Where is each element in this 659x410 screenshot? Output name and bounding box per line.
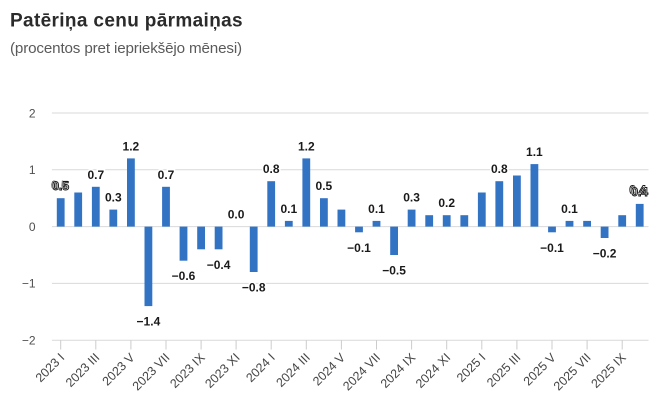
svg-text:−0.1: −0.1 bbox=[347, 241, 371, 255]
svg-text:0.0: 0.0 bbox=[228, 208, 245, 222]
svg-text:0.4: 0.4 bbox=[631, 185, 648, 199]
svg-text:1.2: 1.2 bbox=[298, 139, 315, 153]
svg-text:0.8: 0.8 bbox=[263, 162, 280, 176]
svg-text:0.5: 0.5 bbox=[51, 178, 68, 192]
svg-text:0.5: 0.5 bbox=[52, 179, 69, 193]
svg-text:−2: −2 bbox=[22, 334, 36, 348]
svg-text:0.3: 0.3 bbox=[403, 191, 420, 205]
svg-text:0.5: 0.5 bbox=[52, 179, 69, 193]
svg-text:0.7: 0.7 bbox=[87, 168, 104, 182]
svg-text:−0.4: −0.4 bbox=[207, 258, 231, 272]
svg-text:0.7: 0.7 bbox=[158, 168, 175, 182]
svg-text:−1.4: −1.4 bbox=[137, 315, 161, 329]
svg-text:1: 1 bbox=[29, 163, 36, 177]
svg-text:−1: −1 bbox=[22, 277, 36, 291]
svg-text:0.5: 0.5 bbox=[316, 179, 333, 193]
svg-text:0.1: 0.1 bbox=[368, 202, 385, 216]
svg-text:−0.5: −0.5 bbox=[382, 264, 406, 278]
svg-text:0.1: 0.1 bbox=[280, 202, 297, 216]
svg-text:0.8: 0.8 bbox=[491, 162, 508, 176]
svg-text:1.2: 1.2 bbox=[123, 139, 140, 153]
svg-text:−0.6: −0.6 bbox=[172, 269, 196, 283]
svg-text:(procentos pret iepriekšējo mē: (procentos pret iepriekšējo mēnesi) bbox=[10, 40, 242, 57]
svg-text:−0.1: −0.1 bbox=[540, 241, 564, 255]
svg-text:0.2: 0.2 bbox=[438, 196, 455, 210]
svg-text:−0.8: −0.8 bbox=[242, 281, 266, 295]
svg-text:0.1: 0.1 bbox=[561, 202, 578, 216]
svg-text:0.3: 0.3 bbox=[105, 191, 122, 205]
svg-text:2: 2 bbox=[29, 106, 36, 120]
svg-text:1.1: 1.1 bbox=[526, 145, 543, 159]
svg-text:−0.2: −0.2 bbox=[593, 247, 617, 261]
svg-text:Patēriņa cenu pārmaiņas: Patēriņa cenu pārmaiņas bbox=[10, 11, 243, 32]
svg-text:0.4: 0.4 bbox=[629, 183, 646, 197]
svg-text:0.4: 0.4 bbox=[631, 185, 648, 199]
svg-text:0: 0 bbox=[29, 220, 36, 234]
